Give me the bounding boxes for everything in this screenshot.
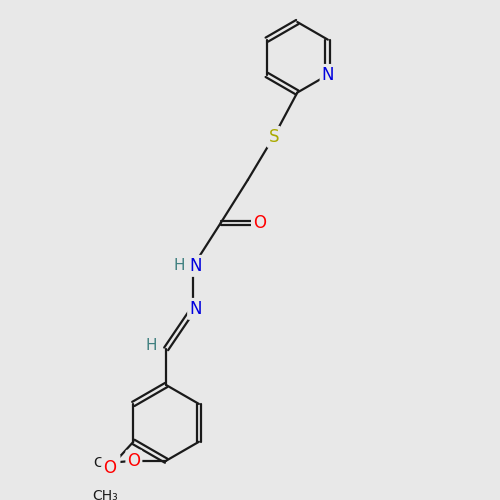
Text: N: N	[322, 66, 334, 84]
Text: CH₃: CH₃	[93, 456, 119, 470]
Text: N: N	[189, 257, 202, 275]
Text: O: O	[128, 452, 140, 469]
Text: N: N	[189, 300, 202, 318]
Text: H: H	[146, 338, 157, 353]
Text: CH₃: CH₃	[92, 488, 118, 500]
Text: O: O	[253, 214, 266, 232]
Text: H: H	[174, 258, 185, 274]
Text: O: O	[103, 458, 116, 476]
Text: S: S	[268, 128, 279, 146]
